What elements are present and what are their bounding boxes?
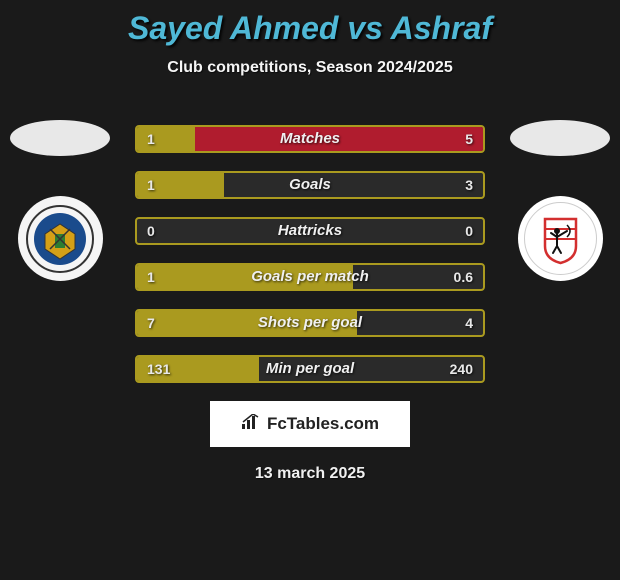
stat-value-right: 0.6 (454, 265, 473, 289)
stat-row: Goals1 3 (135, 171, 485, 199)
stat-value-left: 7 (147, 311, 155, 335)
stat-label: Hattricks (137, 219, 483, 243)
page-title: Sayed Ahmed vs Ashraf (0, 0, 620, 47)
stat-value-right: 4 (465, 311, 473, 335)
stat-value-left: 1 (147, 173, 155, 197)
stat-value-right: 5 (465, 127, 473, 151)
stat-label: Goals per match (137, 265, 483, 289)
stats-chart: Matches15Goals13Hattricks00Goals per mat… (135, 125, 485, 483)
club-badge-right (510, 196, 610, 281)
chart-icon (241, 414, 261, 435)
date-label: 13 march 2025 (135, 465, 485, 483)
player-left-container (10, 120, 110, 281)
stat-row: Shots per goal7 4 (135, 309, 485, 337)
stat-value-right: 240 (450, 357, 473, 381)
stat-row: Min per goal131 240 (135, 355, 485, 383)
player-right-avatar (510, 120, 610, 156)
stat-value-right: 3 (465, 173, 473, 197)
stat-label: Shots per goal (137, 311, 483, 335)
player-right-container (510, 120, 610, 281)
player-left-avatar (10, 120, 110, 156)
stat-value-left: 0 (147, 219, 155, 243)
branding-text: FcTables.com (267, 414, 379, 434)
stat-value-left: 1 (147, 127, 155, 151)
stat-value-left: 1 (147, 265, 155, 289)
stat-label: Goals (137, 173, 483, 197)
club-badge-left (10, 196, 110, 281)
branding-banner: FcTables.com (210, 401, 410, 447)
stat-row: Hattricks0 0 (135, 217, 485, 245)
stat-row: Goals per match1 0.6 (135, 263, 485, 291)
stat-label: Matches (137, 127, 483, 151)
stat-label: Min per goal (137, 357, 483, 381)
stat-value-left: 131 (147, 357, 170, 381)
stat-row: Matches1 5 (135, 125, 485, 153)
stat-value-right: 0 (465, 219, 473, 243)
subtitle: Club competitions, Season 2024/2025 (0, 59, 620, 77)
